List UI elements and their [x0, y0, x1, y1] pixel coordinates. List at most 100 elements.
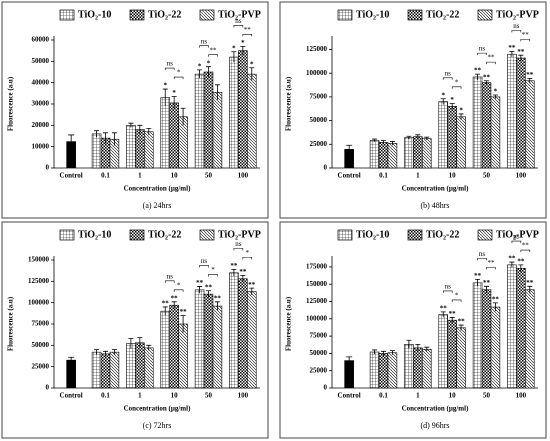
- bar: [143, 347, 154, 389]
- x-axis-label: Concentration (µg/ml): [124, 185, 191, 193]
- significance-star: **: [474, 272, 482, 280]
- x-tick-label: 1: [416, 392, 420, 400]
- legend-swatch: [407, 229, 423, 241]
- bar: [203, 293, 214, 389]
- error-bar: [518, 264, 524, 272]
- bar: [404, 137, 414, 169]
- y-tick-label: 125000: [28, 277, 50, 285]
- error-bar: [527, 285, 533, 294]
- y-tick-label: 40000: [32, 78, 50, 86]
- y-tick-label: 30000: [32, 100, 50, 108]
- error-bar: [240, 46, 246, 55]
- comparison-label: ns: [167, 272, 174, 280]
- x-tick-label: 1: [138, 392, 142, 400]
- y-tick-label: 100000: [28, 298, 50, 306]
- bar: [438, 314, 449, 389]
- error-bar: [372, 138, 378, 142]
- error-bar: [206, 66, 211, 78]
- legend-label: TiO₂-10: [356, 9, 389, 20]
- y-tick-label: 75000: [310, 332, 328, 340]
- error-bar: [449, 317, 455, 323]
- significance-star: *: [494, 88, 498, 96]
- error-bar: [518, 54, 524, 61]
- bar: [387, 352, 398, 389]
- comparison-label: **: [522, 31, 530, 39]
- bar: [516, 57, 526, 169]
- y-tick-label: 20000: [32, 121, 50, 129]
- bar: [143, 131, 154, 169]
- error-bar: [171, 301, 177, 309]
- bar: [413, 347, 423, 389]
- error-bar: [231, 51, 237, 63]
- comparison-label: ns: [445, 69, 452, 77]
- error-bar: [475, 73, 481, 80]
- panel-border: [279, 221, 547, 439]
- bar: [387, 143, 398, 169]
- bar: [369, 351, 380, 389]
- error-bar: [180, 315, 186, 333]
- significance-star: *: [198, 62, 202, 70]
- x-tick-label: 50: [205, 392, 213, 400]
- significance-star: **: [171, 294, 179, 302]
- error-bar: [214, 301, 220, 311]
- significance-star: **: [508, 44, 516, 52]
- significance-star: **: [483, 73, 491, 81]
- bar: [238, 278, 248, 389]
- comparison-bracket: [477, 52, 487, 56]
- bar: [421, 348, 432, 389]
- error-bar: [406, 135, 412, 140]
- error-bar: [381, 140, 386, 145]
- error-bar: [249, 287, 255, 295]
- error-bar: [231, 268, 237, 277]
- comparison-bracket: [173, 289, 184, 292]
- y-tick-label: 50000: [310, 116, 328, 124]
- significance-star: **: [492, 296, 500, 304]
- error-bar: [206, 290, 211, 298]
- legend-swatch: [337, 229, 353, 241]
- comparison-bracket: [242, 257, 253, 260]
- y-tick-label: 75000: [310, 92, 328, 100]
- bar: [421, 138, 432, 169]
- error-bar: [68, 134, 75, 148]
- x-tick-label: 10: [449, 392, 457, 400]
- control-bar: [66, 141, 76, 168]
- legend-label: TiO₂-PVP: [496, 9, 539, 20]
- comparison-bracket: [442, 77, 453, 80]
- comparison-bracket: [520, 39, 531, 42]
- significance-star: **: [214, 294, 222, 302]
- legend-swatch: [199, 229, 215, 241]
- error-bar: [346, 356, 353, 364]
- caption: (a) 24hrs: [143, 201, 172, 210]
- significance-star: **: [458, 318, 466, 326]
- comparison-label: *: [211, 266, 215, 274]
- y-tick-label: 25000: [32, 362, 50, 370]
- error-bar: [249, 67, 255, 81]
- bar: [246, 291, 257, 389]
- x-tick-label: Control: [338, 392, 361, 400]
- error-bar: [458, 324, 464, 331]
- bar: [169, 102, 179, 169]
- x-tick-label: 50: [483, 172, 491, 180]
- caption: (d) 96hrs: [420, 421, 449, 430]
- error-bar: [346, 144, 353, 153]
- x-tick-label: 100: [238, 392, 249, 400]
- legend-label: TiO₂-10: [78, 9, 111, 20]
- bar: [447, 106, 457, 169]
- bar: [194, 289, 205, 389]
- x-tick-label: 1: [416, 172, 420, 180]
- significance-star: **: [205, 283, 213, 291]
- error-bar: [111, 349, 117, 355]
- error-bar: [128, 122, 134, 128]
- significance-star: **: [526, 279, 534, 287]
- error-bar: [128, 338, 134, 349]
- error-bar: [484, 80, 489, 85]
- y-tick-label: 0: [46, 164, 50, 172]
- bar: [203, 71, 214, 169]
- y-tick-label: 0: [46, 384, 50, 392]
- y-tick-label: 150000: [28, 256, 50, 264]
- y-tick-label: 25000: [310, 140, 328, 148]
- significance-star: **: [180, 308, 188, 316]
- comparison-label: ns: [201, 257, 208, 265]
- legend-swatch: [59, 9, 75, 21]
